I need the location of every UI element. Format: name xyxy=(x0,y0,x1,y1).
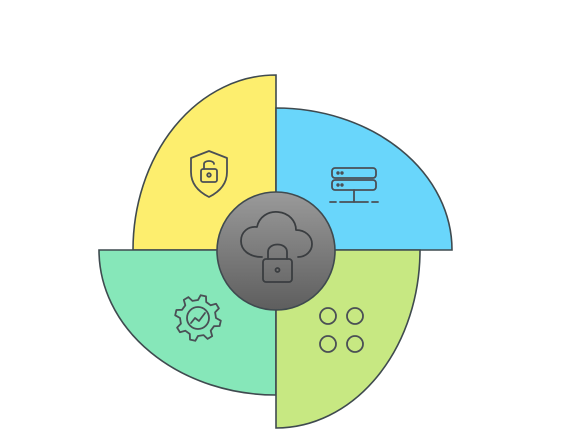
cloud-lock-icon xyxy=(240,211,313,283)
gear-chart-icon xyxy=(174,294,222,342)
grid-circles-icon xyxy=(319,307,364,353)
center-circle xyxy=(216,191,336,311)
center-hub xyxy=(216,191,336,311)
server-icon xyxy=(329,167,379,203)
shield-lock-icon xyxy=(190,150,228,198)
